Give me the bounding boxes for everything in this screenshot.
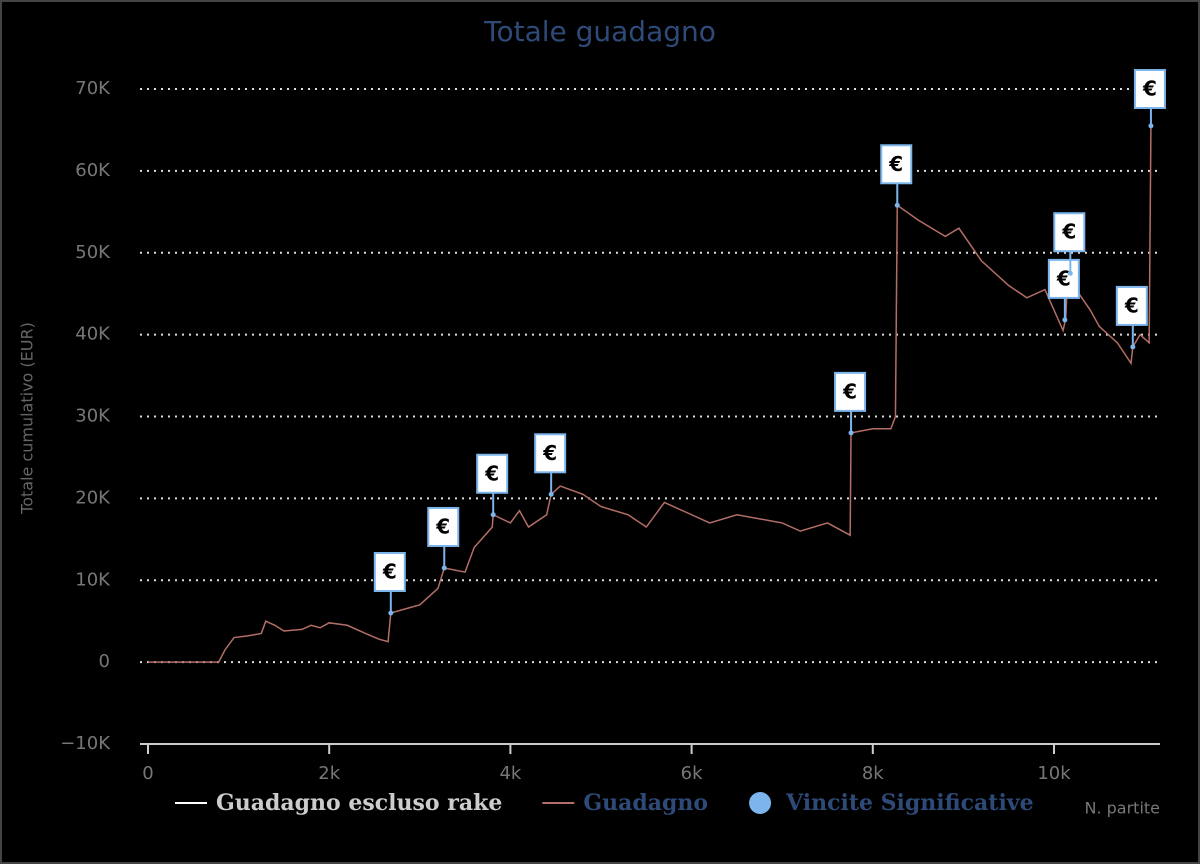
flag-box xyxy=(834,371,867,412)
flag-box xyxy=(427,506,460,547)
x-tick-label: 6k xyxy=(681,763,703,784)
flag-box xyxy=(534,433,567,474)
legend-symbol xyxy=(749,792,772,814)
scatter-point xyxy=(490,512,496,518)
x-tick-label: 10k xyxy=(1037,763,1071,784)
x-tick-label: 0 xyxy=(142,763,153,784)
y-tick-label: 20K xyxy=(75,487,111,508)
y-axis-title: Totale cumulativo (EUR) xyxy=(18,322,37,515)
y-tick-label: 70K xyxy=(75,78,111,99)
scatter-point xyxy=(388,610,394,616)
flag-box xyxy=(1133,69,1166,109)
x-tick-label: 8k xyxy=(862,763,884,784)
y-tick-label: 50K xyxy=(75,242,111,263)
legend-label: Guadagno escluso rake xyxy=(216,790,502,816)
flag-label: € xyxy=(542,441,557,465)
y-tick-label: 40K xyxy=(75,324,111,345)
flag-label: € xyxy=(382,560,397,584)
flag-label: € xyxy=(484,461,499,485)
flag-box xyxy=(1115,285,1148,326)
x-tick-label: 2k xyxy=(318,763,340,784)
scatter-point xyxy=(894,202,900,208)
y-tick-label: 10K xyxy=(75,569,111,590)
flag-label: € xyxy=(1142,77,1157,101)
flag-label: € xyxy=(435,514,450,538)
scatter-point xyxy=(848,430,854,436)
flag-box xyxy=(1053,212,1086,253)
flag-box xyxy=(476,453,509,494)
flag-label: € xyxy=(842,379,857,403)
legend-item[interactable]: Guadagno xyxy=(542,790,708,816)
legend-label: Vincite Significative xyxy=(785,790,1034,816)
x-tick-label: 4k xyxy=(499,763,521,784)
flag-label: € xyxy=(1124,293,1139,317)
scatter-point xyxy=(1067,270,1073,276)
flag-label: € xyxy=(1056,266,1071,290)
line-series xyxy=(148,125,1152,663)
flag-box xyxy=(373,552,406,592)
legend-item[interactable]: Vincite Significative xyxy=(749,790,1034,816)
scatter-point xyxy=(441,565,447,571)
y-tick-label: 30K xyxy=(75,406,111,427)
legend-item[interactable]: Guadagno escluso rake xyxy=(175,790,502,816)
flag-box xyxy=(1047,258,1080,299)
flag-box xyxy=(880,144,913,185)
x-axis-title: N. partite xyxy=(1084,799,1160,818)
chart-title: Totale guadagno xyxy=(483,15,716,48)
legend-label: Guadagno xyxy=(583,790,708,816)
y-tick-label: 60K xyxy=(75,160,111,181)
y-tick-label: −10K xyxy=(60,733,111,754)
flag-label: € xyxy=(1061,220,1076,244)
scatter-point xyxy=(1130,344,1136,350)
flag-label: € xyxy=(888,152,903,176)
y-tick-label: 0 xyxy=(99,651,110,672)
scatter-point xyxy=(1062,317,1068,323)
scatter-point xyxy=(548,491,554,497)
scatter-point xyxy=(1148,123,1154,129)
